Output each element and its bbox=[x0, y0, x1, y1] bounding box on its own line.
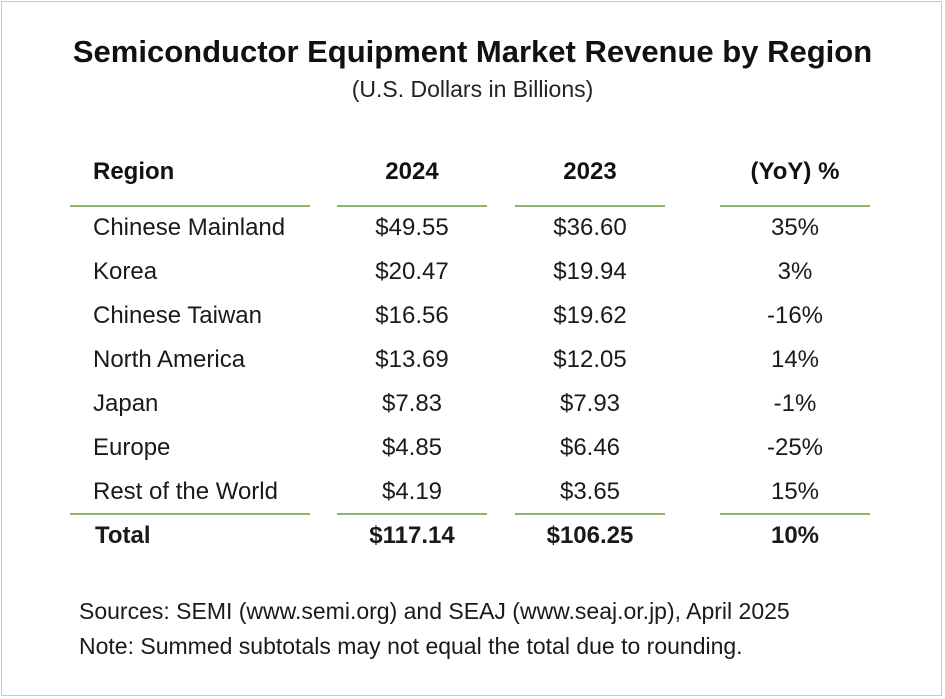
column-header-2023: 2023 bbox=[563, 158, 617, 185]
row-region: Chinese Taiwan bbox=[93, 302, 262, 329]
sources-note: Sources: SEMI (www.semi.org) and SEAJ (w… bbox=[79, 598, 790, 624]
total-rule-yoy bbox=[720, 513, 870, 515]
total-rule-region bbox=[70, 513, 310, 515]
total-2024: $117.14 bbox=[369, 522, 455, 549]
row-value-yoy: -1% bbox=[773, 390, 817, 417]
chart-subtitle: (U.S. Dollars in Billions) bbox=[351, 76, 594, 102]
column-header-region: Region bbox=[93, 158, 175, 185]
row-value-2024: $7.83 bbox=[381, 390, 443, 417]
row-value-yoy: -16% bbox=[766, 302, 824, 329]
column-header-2024: 2024 bbox=[385, 158, 439, 185]
row-value-yoy: 35% bbox=[770, 214, 820, 241]
total-label: Total bbox=[95, 522, 151, 549]
row-value-yoy: -25% bbox=[766, 434, 824, 461]
header-rule-yoy bbox=[720, 205, 870, 207]
row-value-2024: $4.85 bbox=[381, 434, 443, 461]
row-value-2024: $49.55 bbox=[375, 214, 449, 241]
rounding-note: Note: Summed subtotals may not equal the… bbox=[79, 633, 743, 659]
row-value-yoy: 15% bbox=[770, 478, 820, 505]
column-header-yoy: (YoY) % bbox=[750, 158, 840, 185]
header-rule-2024 bbox=[337, 205, 487, 207]
row-value-2024: $16.56 bbox=[375, 302, 449, 329]
row-value-2024: $13.69 bbox=[375, 346, 449, 373]
total-rule-2023 bbox=[515, 513, 665, 515]
row-value-2023: $3.65 bbox=[559, 478, 621, 505]
row-value-yoy: 3% bbox=[777, 258, 813, 285]
row-value-2024: $4.19 bbox=[381, 478, 443, 505]
row-region: Chinese Mainland bbox=[93, 214, 286, 241]
row-region: Europe bbox=[93, 434, 171, 461]
row-value-2023: $19.94 bbox=[553, 258, 627, 285]
chart-title: Semiconductor Equipment Market Revenue b… bbox=[72, 34, 873, 69]
row-value-2023: $12.05 bbox=[553, 346, 627, 373]
row-value-2023: $36.60 bbox=[553, 214, 627, 241]
total-yoy: 10% bbox=[770, 522, 820, 549]
row-value-2023: $6.46 bbox=[559, 434, 621, 461]
row-value-yoy: 14% bbox=[770, 346, 820, 373]
row-region: North America bbox=[93, 346, 246, 373]
total-rule-2024 bbox=[337, 513, 487, 515]
total-2023: $106.25 bbox=[546, 522, 634, 549]
row-region: Japan bbox=[93, 390, 159, 417]
header-rule-2023 bbox=[515, 205, 665, 207]
row-region: Rest of the World bbox=[93, 478, 278, 505]
header-rule-region bbox=[70, 205, 310, 207]
row-region: Korea bbox=[93, 258, 158, 285]
row-value-2023: $7.93 bbox=[559, 390, 621, 417]
row-value-2024: $20.47 bbox=[375, 258, 449, 285]
row-value-2023: $19.62 bbox=[553, 302, 627, 329]
